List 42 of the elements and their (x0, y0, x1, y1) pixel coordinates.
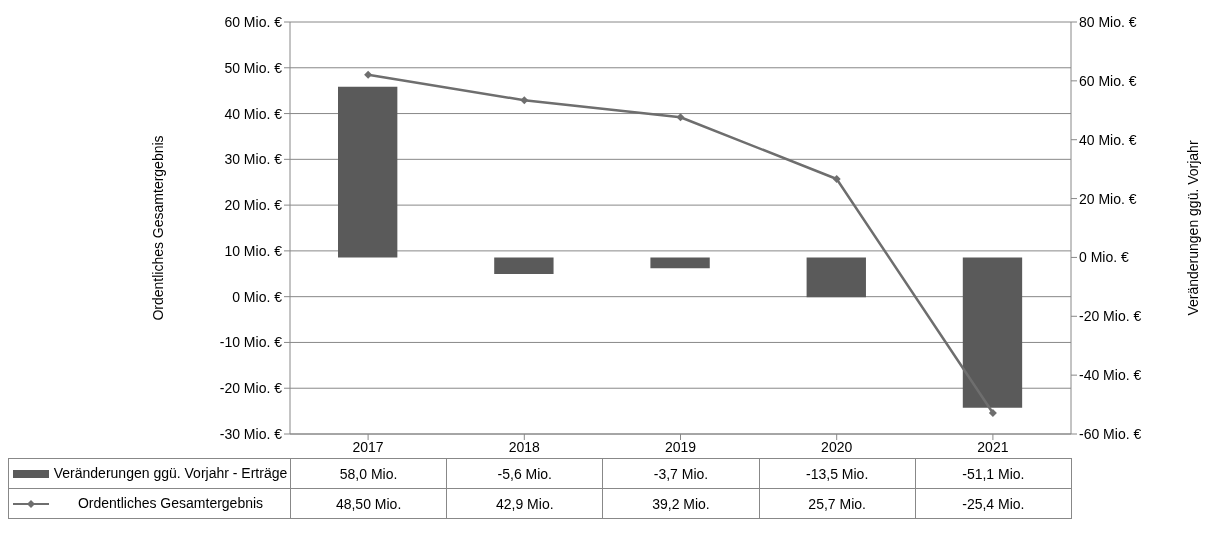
data-label: 42,9 Mio. (446, 488, 603, 519)
y2-tick-label: 40 Mio. € (1079, 131, 1137, 148)
y-tick-label: -30 Mio. € (219, 425, 283, 442)
y2-tick-label: -20 Mio. € (1079, 308, 1142, 325)
data-label: -25,4 Mio. (915, 488, 1072, 519)
y-tick-label: 40 Mio. € (224, 105, 283, 122)
legend-label: Ordentliches Gesamtergebnis (76, 495, 265, 511)
x-tick-label: 2019 (664, 438, 697, 455)
data-label: -51,1 Mio. (915, 458, 1072, 489)
point (832, 175, 841, 184)
y2-tick-label: -60 Mio. € (1079, 425, 1142, 442)
y-tick-label: -10 Mio. € (219, 334, 283, 351)
y-tick-label: -20 Mio. € (219, 380, 283, 397)
data-label: 48,50 Mio. (290, 488, 447, 519)
y2-tick-label: 60 Mio. € (1079, 72, 1137, 89)
y2-tick-label: 0 Mio. € (1079, 249, 1130, 266)
point (988, 408, 997, 417)
y2-axis-title: Veränderungen ggü. Vorjahr (1184, 140, 1201, 316)
legend-label: Veränderungen ggü. Vorjahr - Erträge (52, 465, 289, 481)
y2-tick-label: -40 Mio. € (1079, 367, 1142, 384)
y-tick-label: 50 Mio. € (224, 59, 283, 76)
x-tick-label: 2021 (977, 438, 1009, 455)
x-tick-label: 2020 (821, 438, 853, 455)
y-tick-label: 30 Mio. € (224, 151, 283, 168)
data-label: 25,7 Mio. (759, 488, 916, 519)
y2-tick-label: 20 Mio. € (1079, 190, 1137, 207)
y-tick-label: 60 Mio. € (224, 13, 283, 30)
point (520, 96, 529, 105)
data-label: -13,5 Mio. (759, 458, 916, 489)
y2-tick-label: 80 Mio. € (1079, 13, 1137, 30)
data-label: -3,7 Mio. (602, 458, 760, 489)
y-tick-label: 10 Mio. € (224, 242, 283, 259)
point (364, 70, 373, 79)
x-tick-label: 2017 (352, 438, 384, 455)
data-label: -5,6 Mio. (446, 458, 603, 489)
point (676, 113, 685, 122)
x-tick-label: 2018 (508, 438, 541, 455)
data-label: 39,2 Mio. (602, 488, 760, 519)
y-tick-label: 20 Mio. € (224, 197, 283, 214)
data-label: 58,0 Mio. (290, 458, 447, 489)
y-axis-title: Ordentliches Gesamtergebnis (149, 135, 166, 321)
y-tick-label: 0 Mio. € (232, 288, 283, 305)
